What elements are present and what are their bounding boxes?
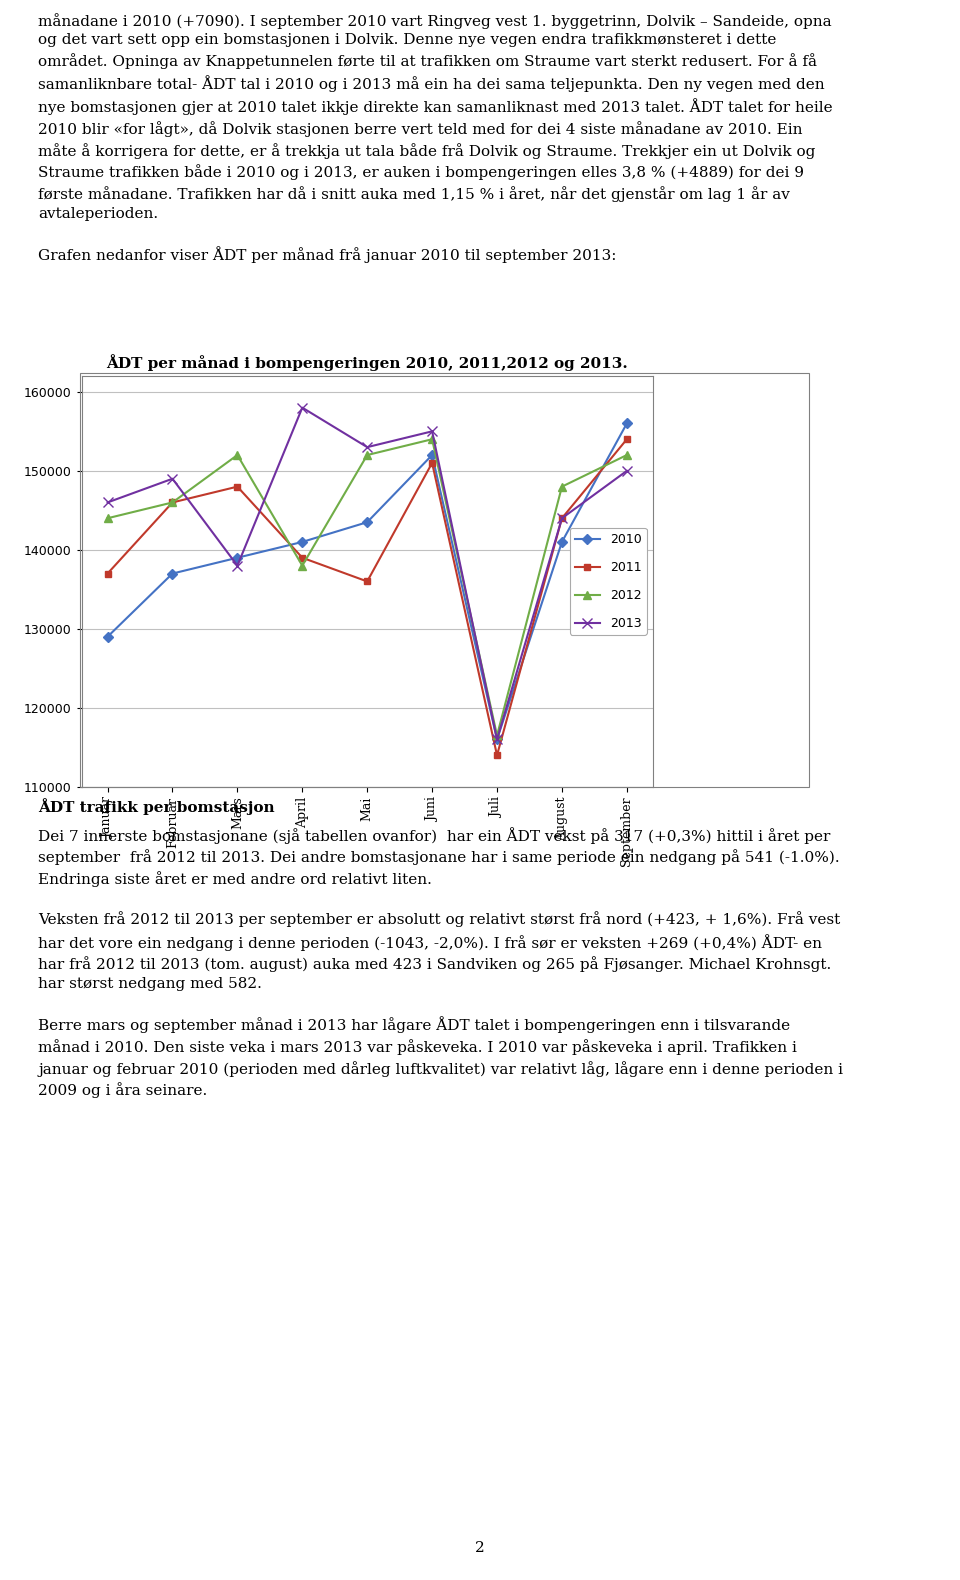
2013 — [556, 509, 567, 528]
2010 — [102, 627, 113, 646]
2012 — [297, 556, 308, 575]
2010 — [231, 548, 243, 567]
2011 — [297, 548, 308, 567]
2012 — [621, 446, 633, 465]
2012 — [102, 509, 113, 528]
Text: ÅDT trafikk per bomstasjon: ÅDT trafikk per bomstasjon — [38, 798, 275, 815]
2013 — [621, 461, 633, 480]
2013 — [167, 469, 179, 488]
Title: ÅDT per månad i bompengeringen 2010, 2011,2012 og 2013.: ÅDT per månad i bompengeringen 2010, 201… — [107, 354, 628, 371]
2011 — [231, 477, 243, 496]
2011 — [102, 564, 113, 583]
2010 — [167, 564, 179, 583]
2013 — [426, 422, 438, 441]
2012 — [556, 477, 567, 496]
2013 — [231, 556, 243, 575]
2013 — [297, 398, 308, 417]
2013 — [492, 730, 503, 749]
2012 — [426, 430, 438, 449]
2011 — [621, 430, 633, 449]
Text: månadane i 2010 (+7090). I september 2010 vart Ringveg vest 1. byggetrinn, Dolvi: månadane i 2010 (+7090). I september 201… — [38, 13, 833, 262]
2011 — [361, 572, 372, 591]
2011 — [492, 746, 503, 765]
Text: 2: 2 — [475, 1542, 485, 1555]
Line: 2010: 2010 — [104, 420, 631, 743]
2011 — [167, 493, 179, 512]
2012 — [231, 446, 243, 465]
2013 — [102, 493, 113, 512]
2010 — [297, 532, 308, 551]
2011 — [556, 509, 567, 528]
2010 — [621, 414, 633, 433]
Line: 2013: 2013 — [103, 403, 632, 744]
Line: 2011: 2011 — [104, 436, 631, 758]
2010 — [361, 512, 372, 531]
Legend: 2010, 2011, 2012, 2013: 2010, 2011, 2012, 2013 — [570, 528, 646, 635]
2012 — [167, 493, 179, 512]
Text: Dei 7 innerste bomstasjonane (sjå tabellen ovanfor)  har ein ÅDT vekst på 317 (+: Dei 7 innerste bomstasjonane (sjå tabell… — [38, 826, 844, 1098]
2010 — [556, 532, 567, 551]
2010 — [426, 446, 438, 465]
2010 — [492, 730, 503, 749]
2011 — [426, 453, 438, 472]
Line: 2012: 2012 — [104, 435, 631, 739]
2012 — [361, 446, 372, 465]
2012 — [492, 727, 503, 746]
2013 — [361, 438, 372, 457]
